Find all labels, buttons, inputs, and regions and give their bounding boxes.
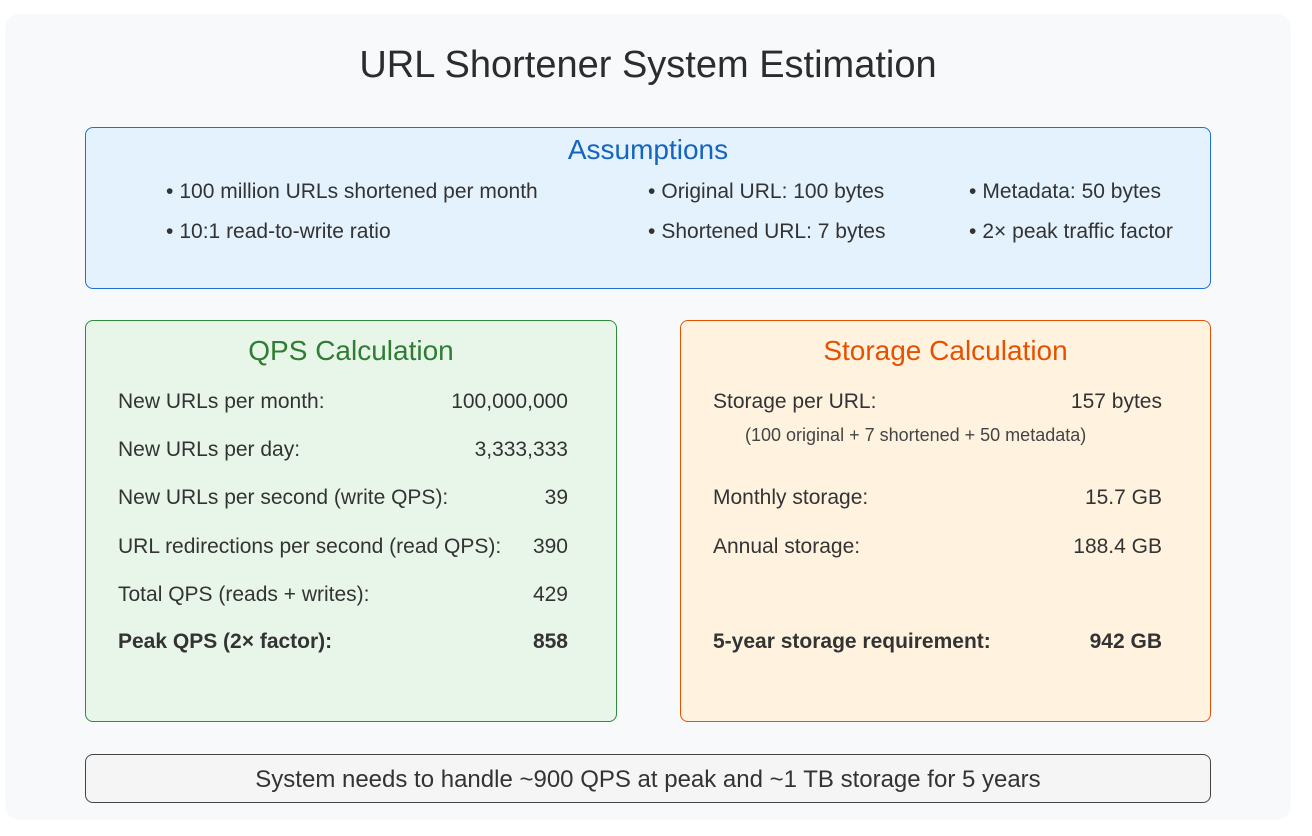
qps-title: QPS Calculation <box>248 335 454 366</box>
qps-row-label: Total QPS (reads + writes): <box>118 583 370 606</box>
assumptions-title: Assumptions <box>567 134 729 165</box>
assumption-item: Shortened URL: 7 bytes <box>648 218 885 246</box>
assumption-item: Original URL: 100 bytes <box>648 178 884 206</box>
storage-total-label: 5-year storage requirement: <box>713 630 991 653</box>
assumption-item: 100 million URLs shortened per month <box>166 178 537 206</box>
storage-title: Storage Calculation <box>823 335 1068 366</box>
qps-row-value: 390 <box>532 535 568 558</box>
qps-row-label: New URLs per day: <box>118 438 301 461</box>
qps-row-value: 3,333,333 <box>474 438 568 461</box>
storage-row-label: Annual storage: <box>713 535 861 558</box>
assumptions-panel: Assumptions 100 million URLs shortened p… <box>85 127 1211 289</box>
qps-row-label: New URLs per month: <box>118 390 325 413</box>
qps-row-value: 39 <box>544 486 568 509</box>
assumption-item: 2× peak traffic factor <box>969 218 1172 246</box>
summary-text: System needs to handle ~900 QPS at peak … <box>255 766 1041 793</box>
storage-row-value: 188.4 GB <box>1073 535 1162 558</box>
page-title: URL Shortener System Estimation <box>359 44 937 86</box>
storage-panel: Storage Calculation Storage per URL: 157… <box>680 320 1211 722</box>
storage-row-value: 157 bytes <box>1070 390 1162 413</box>
qps-panel: QPS Calculation New URLs per month: 100,… <box>85 320 617 722</box>
storage-row-label: Storage per URL: <box>713 390 877 413</box>
storage-row-value: 15.7 GB <box>1084 486 1162 509</box>
qps-row-value: 100,000,000 <box>451 390 568 413</box>
qps-row-label: New URLs per second (write QPS): <box>118 486 449 509</box>
qps-row-value: 429 <box>532 583 568 606</box>
storage-note: (100 original + 7 shortened + 50 metadat… <box>745 425 1087 445</box>
storage-total-value: 942 GB <box>1089 630 1162 653</box>
qps-peak-label: Peak QPS (2× factor): <box>118 630 333 653</box>
qps-peak-value: 858 <box>532 630 568 653</box>
assumption-item: 10:1 read-to-write ratio <box>166 218 390 246</box>
storage-row-label: Monthly storage: <box>713 486 869 509</box>
summary-box: System needs to handle ~900 QPS at peak … <box>85 754 1211 803</box>
assumption-item: Metadata: 50 bytes <box>969 178 1161 206</box>
qps-row-label: URL redirections per second (read QPS): <box>118 535 502 558</box>
